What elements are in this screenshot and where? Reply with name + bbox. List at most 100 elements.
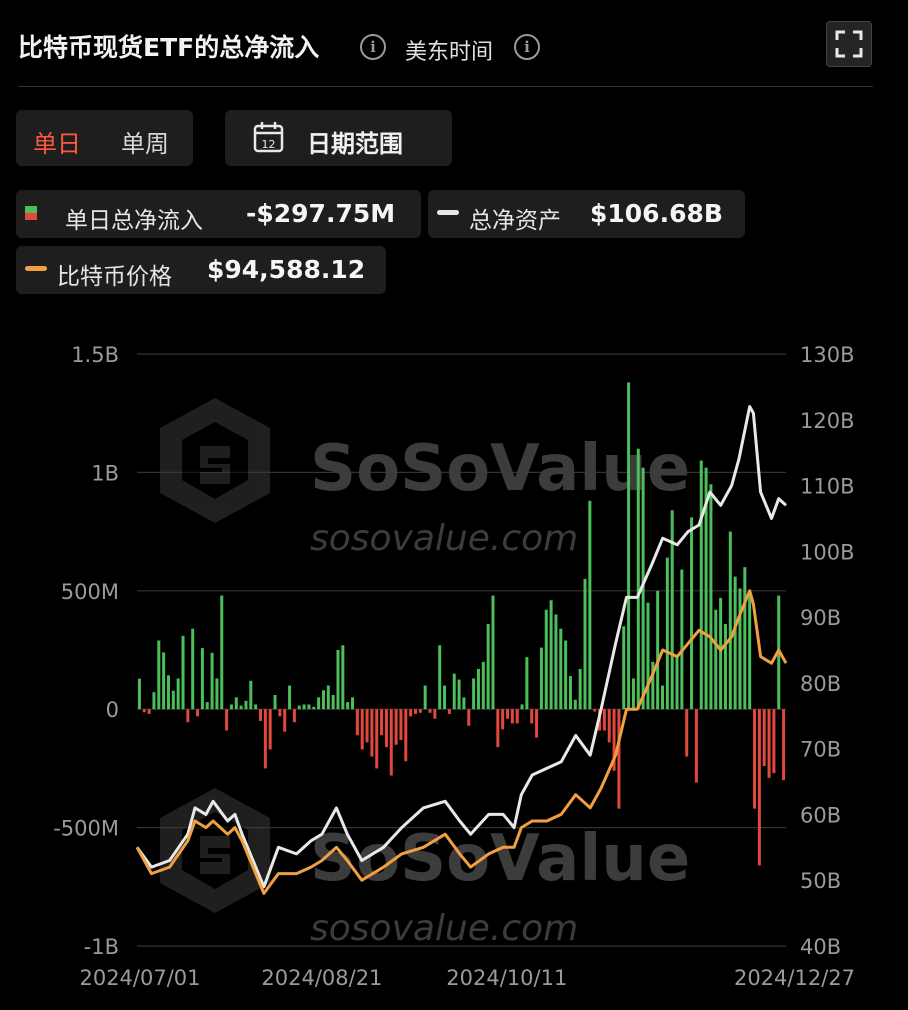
flow-bar[interactable] — [782, 709, 786, 781]
flow-bar[interactable] — [244, 700, 248, 710]
flow-bar[interactable] — [181, 635, 185, 710]
flow-bar[interactable] — [501, 709, 505, 730]
flow-bar[interactable] — [593, 709, 597, 712]
flow-bar[interactable] — [200, 648, 204, 710]
flow-bar[interactable] — [636, 448, 640, 710]
flow-bar[interactable] — [370, 709, 374, 757]
tab-daily[interactable]: 单日 — [33, 130, 81, 158]
flow-bar[interactable] — [699, 460, 703, 710]
flow-bar[interactable] — [268, 709, 272, 750]
flow-bar[interactable] — [525, 657, 529, 710]
flow-bar[interactable] — [234, 697, 238, 710]
flow-bar[interactable] — [384, 709, 388, 748]
flow-bar[interactable] — [607, 709, 611, 743]
flow-bar[interactable] — [380, 709, 384, 736]
flow-bar[interactable] — [346, 702, 350, 710]
flow-bar[interactable] — [583, 578, 587, 710]
flow-bar[interactable] — [520, 704, 524, 710]
flow-bar[interactable] — [709, 484, 713, 710]
flow-bar[interactable] — [602, 709, 606, 731]
info-icon[interactable]: i — [360, 34, 386, 60]
flow-bar[interactable] — [428, 709, 432, 713]
flow-bar[interactable] — [651, 661, 655, 710]
btc-price-line[interactable] — [135, 589, 788, 895]
flow-bar[interactable] — [312, 706, 316, 710]
flow-bar[interactable] — [617, 709, 621, 809]
flow-bar[interactable] — [157, 640, 161, 710]
flow-bar[interactable] — [443, 685, 447, 710]
flow-bar[interactable] — [728, 531, 732, 710]
flow-bar[interactable] — [147, 709, 151, 714]
date-range-button[interactable] — [225, 110, 452, 166]
flow-bar[interactable] — [288, 685, 292, 710]
flow-bar[interactable] — [331, 694, 335, 710]
flow-bar[interactable] — [588, 500, 592, 710]
flow-bar[interactable] — [544, 609, 548, 710]
flow-bar[interactable] — [568, 676, 572, 710]
flow-bar[interactable] — [646, 602, 650, 710]
flow-bar[interactable] — [457, 679, 461, 710]
flow-bar[interactable] — [622, 626, 626, 710]
flow-bar[interactable] — [714, 609, 718, 710]
flow-bar[interactable] — [413, 709, 417, 714]
flow-bar[interactable] — [515, 709, 519, 724]
flow-bar[interactable] — [690, 517, 694, 710]
flow-bar[interactable] — [307, 704, 311, 710]
flow-bar[interactable] — [423, 685, 427, 710]
flow-bar[interactable] — [772, 709, 776, 774]
flow-bar[interactable] — [748, 593, 752, 710]
flow-bar[interactable] — [321, 690, 325, 710]
flow-bar[interactable] — [171, 690, 175, 710]
flow-bar[interactable] — [452, 673, 456, 710]
flow-bar[interactable] — [612, 709, 616, 771]
flow-bar[interactable] — [462, 697, 466, 710]
flow-bar[interactable] — [753, 709, 757, 809]
flow-bar[interactable] — [137, 678, 141, 710]
flow-bar[interactable] — [341, 645, 345, 710]
flow-bar[interactable] — [627, 382, 631, 710]
flow-bar[interactable] — [472, 678, 476, 710]
flow-bar[interactable] — [675, 657, 679, 710]
flow-bar[interactable] — [467, 709, 471, 726]
flow-bar[interactable] — [559, 628, 563, 710]
flow-bar[interactable] — [360, 709, 364, 750]
flow-bar[interactable] — [762, 709, 766, 767]
flow-bar[interactable] — [418, 709, 422, 713]
flow-bar[interactable] — [404, 709, 408, 762]
flow-bar[interactable] — [186, 709, 190, 723]
flow-bar[interactable] — [530, 709, 534, 724]
flow-bar[interactable] — [694, 709, 698, 783]
flow-bar[interactable] — [302, 704, 306, 710]
flow-bar[interactable] — [680, 569, 684, 710]
flow-bar[interactable] — [220, 595, 224, 710]
flow-bar[interactable] — [196, 709, 200, 717]
flow-bar[interactable] — [263, 709, 267, 769]
flow-bar[interactable] — [336, 650, 340, 710]
fullscreen-button[interactable] — [826, 21, 872, 67]
flow-bar[interactable] — [564, 640, 568, 710]
flow-bar[interactable] — [506, 709, 510, 719]
flow-bar[interactable] — [166, 675, 170, 710]
flow-bar[interactable] — [162, 652, 166, 710]
flow-bar[interactable] — [433, 709, 437, 719]
flow-bar[interactable] — [510, 709, 514, 724]
flow-bar[interactable] — [447, 709, 451, 714]
flow-bar[interactable] — [481, 661, 485, 710]
flow-bar[interactable] — [438, 645, 442, 710]
tab-weekly[interactable]: 单周 — [121, 130, 169, 158]
flow-bar[interactable] — [535, 709, 539, 738]
flow-bar[interactable] — [554, 614, 558, 710]
flow-bar[interactable] — [660, 685, 664, 710]
timezone-info-icon[interactable]: i — [514, 34, 540, 60]
flow-bar[interactable] — [723, 623, 727, 710]
flow-bar[interactable] — [389, 709, 393, 776]
flow-bar[interactable] — [476, 668, 480, 710]
flow-bar[interactable] — [491, 595, 495, 710]
flow-bar[interactable] — [409, 709, 413, 717]
flow-bar[interactable] — [685, 709, 689, 757]
flow-bar[interactable] — [210, 652, 214, 710]
flow-bar[interactable] — [631, 678, 635, 710]
flow-bar[interactable] — [229, 704, 233, 710]
flow-bar[interactable] — [317, 697, 321, 710]
flow-bar[interactable] — [225, 709, 229, 731]
